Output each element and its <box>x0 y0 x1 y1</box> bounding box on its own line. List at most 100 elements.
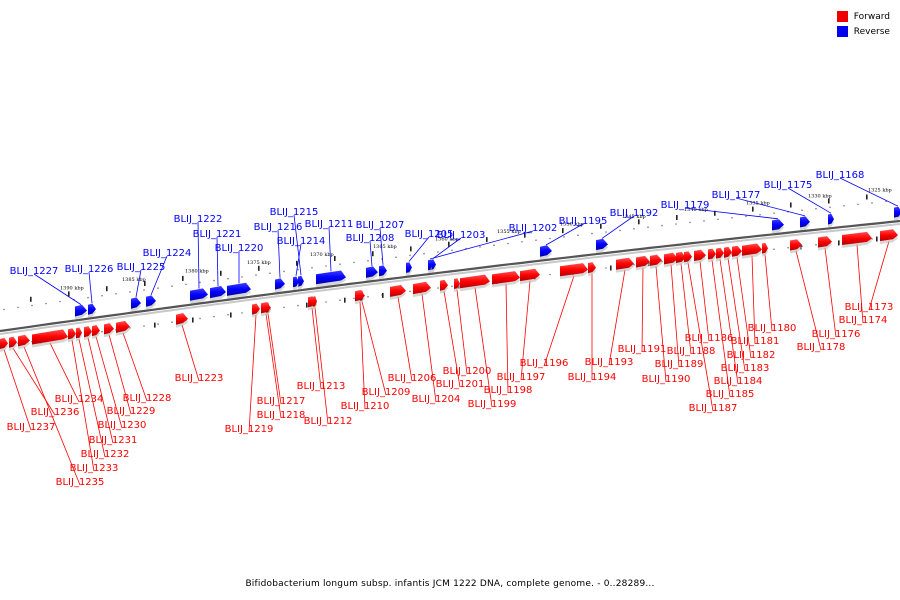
gene-blij-1225[interactable] <box>131 297 141 312</box>
gene-blij-1217[interactable] <box>266 302 270 316</box>
track-dot <box>829 206 831 209</box>
gene-blij-1181[interactable] <box>742 243 762 259</box>
tick-mark <box>610 265 612 271</box>
gene-blij-1195[interactable] <box>540 245 552 260</box>
gene-blij-1179[interactable] <box>772 219 784 234</box>
gene-blij-1227[interactable] <box>75 304 87 320</box>
leader-line <box>87 337 114 444</box>
gene-blij-1223[interactable] <box>176 313 188 328</box>
track-dot <box>325 265 327 267</box>
gene-blij-1232[interactable] <box>76 327 82 342</box>
gene-blij-1224[interactable] <box>146 295 156 310</box>
gene-label-blij-1189: BLIJ_1189 <box>655 359 704 370</box>
gene-blij-1211[interactable] <box>316 270 346 288</box>
gene-blij-1220[interactable] <box>227 282 251 299</box>
gene-blij-1182[interactable] <box>732 245 742 260</box>
gene-blij-1226[interactable] <box>88 303 96 318</box>
gene-blij-1178[interactable] <box>790 239 802 254</box>
leader-line <box>311 307 322 390</box>
gene-blij-1230[interactable] <box>92 325 100 340</box>
leader-line <box>432 237 462 259</box>
gene-blij-1206[interactable] <box>390 284 406 300</box>
gene-label-blij-1237: BLIJ_1237 <box>7 422 56 433</box>
leader-line <box>795 250 822 351</box>
gene-blij-1175[interactable] <box>828 213 834 228</box>
gene-blij-1205[interactable] <box>406 262 412 276</box>
gene-blij-1176[interactable] <box>818 236 832 251</box>
gene-blij-1214[interactable] <box>293 276 299 291</box>
track-dot <box>297 304 299 307</box>
gene-blij-1235[interactable] <box>18 334 30 350</box>
gene-blij-1188[interactable] <box>676 251 686 266</box>
gene-blij-1207[interactable] <box>379 265 387 280</box>
gene-blij-1236[interactable] <box>9 336 17 351</box>
gene-blij-1198[interactable] <box>492 271 520 288</box>
gene-blij-1209[interactable] <box>360 290 364 304</box>
gene-blij-1237[interactable] <box>0 337 8 352</box>
gene-label-blij-1205: BLIJ_1205 <box>405 229 454 240</box>
gene-blij-1168[interactable] <box>894 206 900 221</box>
track-dot <box>199 317 201 320</box>
gene-blij-1216[interactable] <box>275 278 285 293</box>
track-dot <box>605 231 607 233</box>
tick-mark <box>600 223 602 229</box>
gene-blij-1173[interactable] <box>880 229 898 245</box>
gene-blij-1196[interactable] <box>560 263 588 280</box>
gene-blij-1221[interactable] <box>210 286 226 302</box>
gene-blij-1228[interactable] <box>116 320 130 336</box>
gene-blij-1202[interactable] <box>428 259 432 274</box>
gene-blij-1193[interactable] <box>616 257 634 273</box>
gene-label-blij-1192: BLIJ_1192 <box>610 208 659 219</box>
gene-blij-1177[interactable] <box>800 216 810 231</box>
gene-blij-1192[interactable] <box>596 238 608 254</box>
gene-blij-1219[interactable] <box>252 303 260 318</box>
leader-line <box>135 269 142 298</box>
gene-blij-1174[interactable] <box>842 231 872 248</box>
axis-shadow <box>0 223 900 335</box>
leader-line <box>735 197 806 217</box>
gene-blij-1191[interactable] <box>636 255 650 271</box>
leader-line <box>277 229 281 278</box>
gene-blij-1189[interactable] <box>664 252 678 268</box>
gene-label-blij-1230: BLIJ_1230 <box>98 420 147 431</box>
ruler-label: 1385 kbp <box>122 277 146 283</box>
track-dot <box>269 272 271 275</box>
gene-blij-1215[interactable] <box>298 275 304 290</box>
track-dot <box>745 215 747 218</box>
gene-blij-1204[interactable] <box>413 281 431 298</box>
gene-blij-1200[interactable] <box>454 278 460 292</box>
ruler-label: 1355 kbp <box>497 229 521 235</box>
gene-blij-1199[interactable] <box>460 274 490 292</box>
gene-label-blij-1219: BLIJ_1219 <box>225 424 274 435</box>
gene-blij-1197[interactable] <box>520 268 540 285</box>
gene-blij-1212[interactable] <box>313 296 317 310</box>
gene-blij-1185[interactable] <box>708 248 716 263</box>
track-dot <box>101 294 103 297</box>
track-dot <box>549 237 551 240</box>
gene-blij-1187[interactable] <box>684 251 692 266</box>
gene-blij-1194[interactable] <box>588 262 596 277</box>
gene-label-blij-1176: BLIJ_1176 <box>812 329 861 340</box>
tick-mark <box>154 322 156 328</box>
gene-blij-1229[interactable] <box>104 323 114 338</box>
gene-blij-1233[interactable] <box>68 328 76 343</box>
gene-blij-1222[interactable] <box>190 288 208 304</box>
gene-blij-1234[interactable] <box>32 329 68 348</box>
gene-blij-1186[interactable] <box>694 249 706 264</box>
tick-mark <box>638 219 640 225</box>
ruler-label: 1390 kbp <box>60 286 84 292</box>
gene-blij-1180[interactable] <box>762 242 768 257</box>
gene-blij-1208[interactable] <box>366 266 378 281</box>
gene-blij-1231[interactable] <box>84 326 92 341</box>
ruler-label: 1325 kbp <box>868 187 892 193</box>
track-dot <box>227 277 229 280</box>
track-dot <box>661 224 663 227</box>
tick-mark <box>676 215 678 220</box>
gene-label-blij-1184: BLIJ_1184 <box>714 376 763 387</box>
gene-blij-1184[interactable] <box>716 247 724 262</box>
gene-blij-1190[interactable] <box>650 254 662 269</box>
leader-line <box>88 271 93 304</box>
gene-blij-1201[interactable] <box>440 279 448 294</box>
gene-blij-1183[interactable] <box>724 246 732 261</box>
leader-line <box>699 261 710 342</box>
